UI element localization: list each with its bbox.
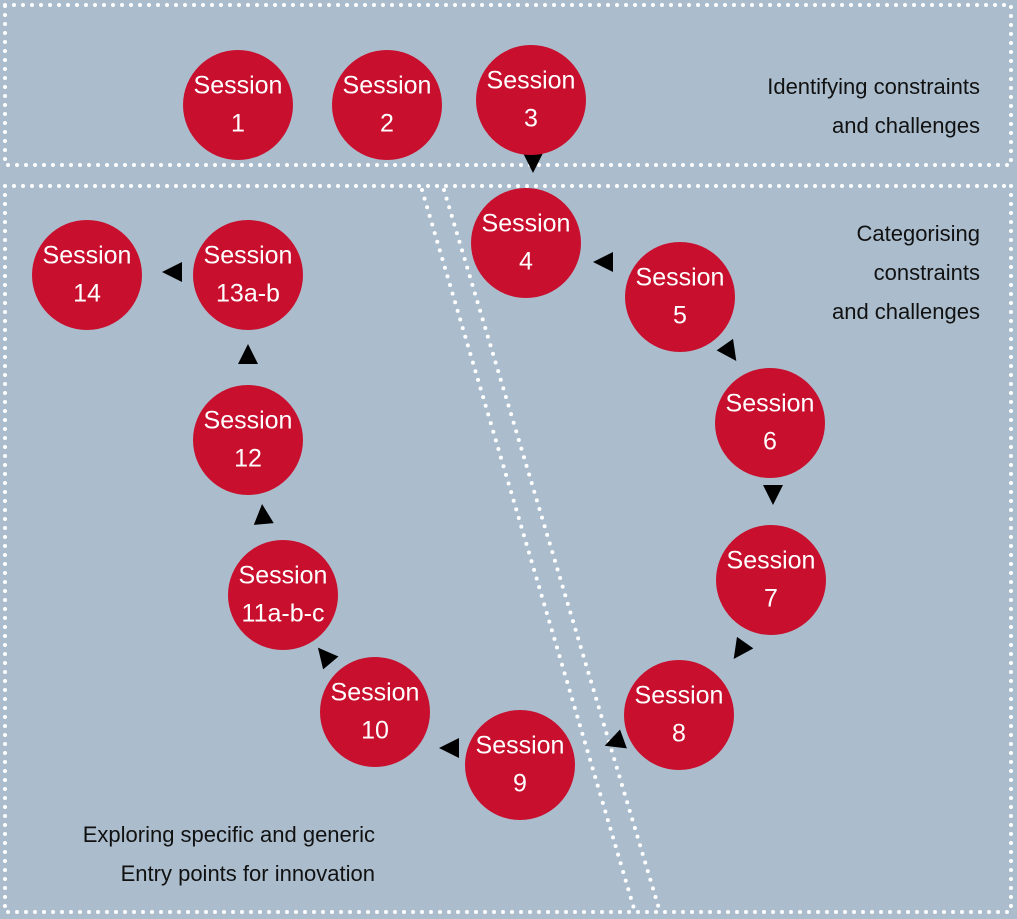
arrow: [733, 636, 754, 660]
node-label: Session: [194, 72, 283, 100]
region-label: constraints: [874, 260, 980, 285]
lower-region-border: [3, 184, 1013, 914]
node-circle: [32, 220, 142, 330]
arrow: [253, 504, 274, 525]
node-label: Session: [476, 732, 565, 760]
node-label: Session: [727, 547, 816, 575]
nodes: Session 1 Session 2 Session 3 Session 4 Session 5…: [32, 45, 826, 820]
session-node: Session 10: [320, 657, 430, 767]
node-number: 5: [673, 302, 687, 330]
node-label: Session: [482, 210, 571, 238]
node-number: 6: [763, 428, 777, 456]
arrow: [523, 153, 543, 173]
node-label: Session: [636, 264, 725, 292]
node-circle: [193, 220, 303, 330]
arrow: [238, 344, 258, 364]
session-node: Session 14: [32, 220, 142, 330]
node-label: Session: [204, 407, 293, 435]
node-label: Session: [726, 390, 815, 418]
node-circle: [471, 188, 581, 298]
node-label: Session: [343, 72, 432, 100]
node-label: Session: [43, 242, 132, 270]
diagonal-divider: [420, 188, 662, 914]
node-circle: [716, 525, 826, 635]
node-circle: [332, 50, 442, 160]
arrow: [317, 647, 339, 670]
arrow: [593, 252, 613, 272]
node-number: 9: [513, 770, 527, 798]
region-label: Exploring specific and generic: [83, 822, 375, 847]
session-node: Session 3: [476, 45, 586, 155]
node-circle: [624, 660, 734, 770]
arrow: [716, 338, 737, 362]
node-circle: [715, 368, 825, 478]
node-number: 13a-b: [216, 280, 280, 308]
node-label: Session: [487, 67, 576, 95]
node-number: 4: [519, 248, 533, 276]
region-label: and challenges: [832, 113, 980, 138]
node-label: Session: [204, 242, 293, 270]
session-node: Session 6: [715, 368, 825, 478]
node-number: 1: [231, 110, 245, 138]
session-node: Session 8: [624, 660, 734, 770]
node-circle: [320, 657, 430, 767]
arrow: [162, 262, 182, 282]
node-label: Session: [635, 682, 724, 710]
node-number: 7: [764, 585, 778, 613]
region-label: Entry points for innovation: [121, 861, 375, 886]
node-number: 3: [524, 105, 538, 133]
region-label: Categorising: [856, 221, 980, 246]
arrow: [439, 738, 459, 758]
node-number: 10: [361, 717, 389, 745]
node-label: Session: [239, 562, 328, 590]
top-region-border: [3, 3, 1013, 167]
borders: [3, 3, 1013, 914]
node-circle: [183, 50, 293, 160]
session-node: Session 9: [465, 710, 575, 820]
arrow: [763, 485, 783, 505]
session-node: Session 1: [183, 50, 293, 160]
node-circle: [228, 540, 338, 650]
node-number: 11a-b-c: [242, 600, 325, 628]
node-circle: [193, 385, 303, 495]
node-circle: [476, 45, 586, 155]
node-number: 8: [672, 720, 686, 748]
arrows: [162, 153, 783, 758]
session-node: Session 13a-b: [193, 220, 303, 330]
session-node: Session 12: [193, 385, 303, 495]
node-number: 14: [73, 280, 101, 308]
arrow: [604, 729, 627, 749]
region-labels: Identifying constraints and challenges Cat…: [83, 74, 980, 886]
node-number: 12: [234, 445, 262, 473]
node-circle: [465, 710, 575, 820]
region-label: Identifying constraints: [767, 74, 980, 99]
session-node: Session 7: [716, 525, 826, 635]
node-circle: [625, 242, 735, 352]
session-node: Session 11a-b-c: [228, 540, 338, 650]
session-node: Session 2: [332, 50, 442, 160]
region-label: and challenges: [832, 299, 980, 324]
node-label: Session: [331, 679, 420, 707]
session-node: Session 5: [625, 242, 735, 352]
node-number: 2: [380, 110, 394, 138]
session-node: Session 4: [471, 188, 581, 298]
